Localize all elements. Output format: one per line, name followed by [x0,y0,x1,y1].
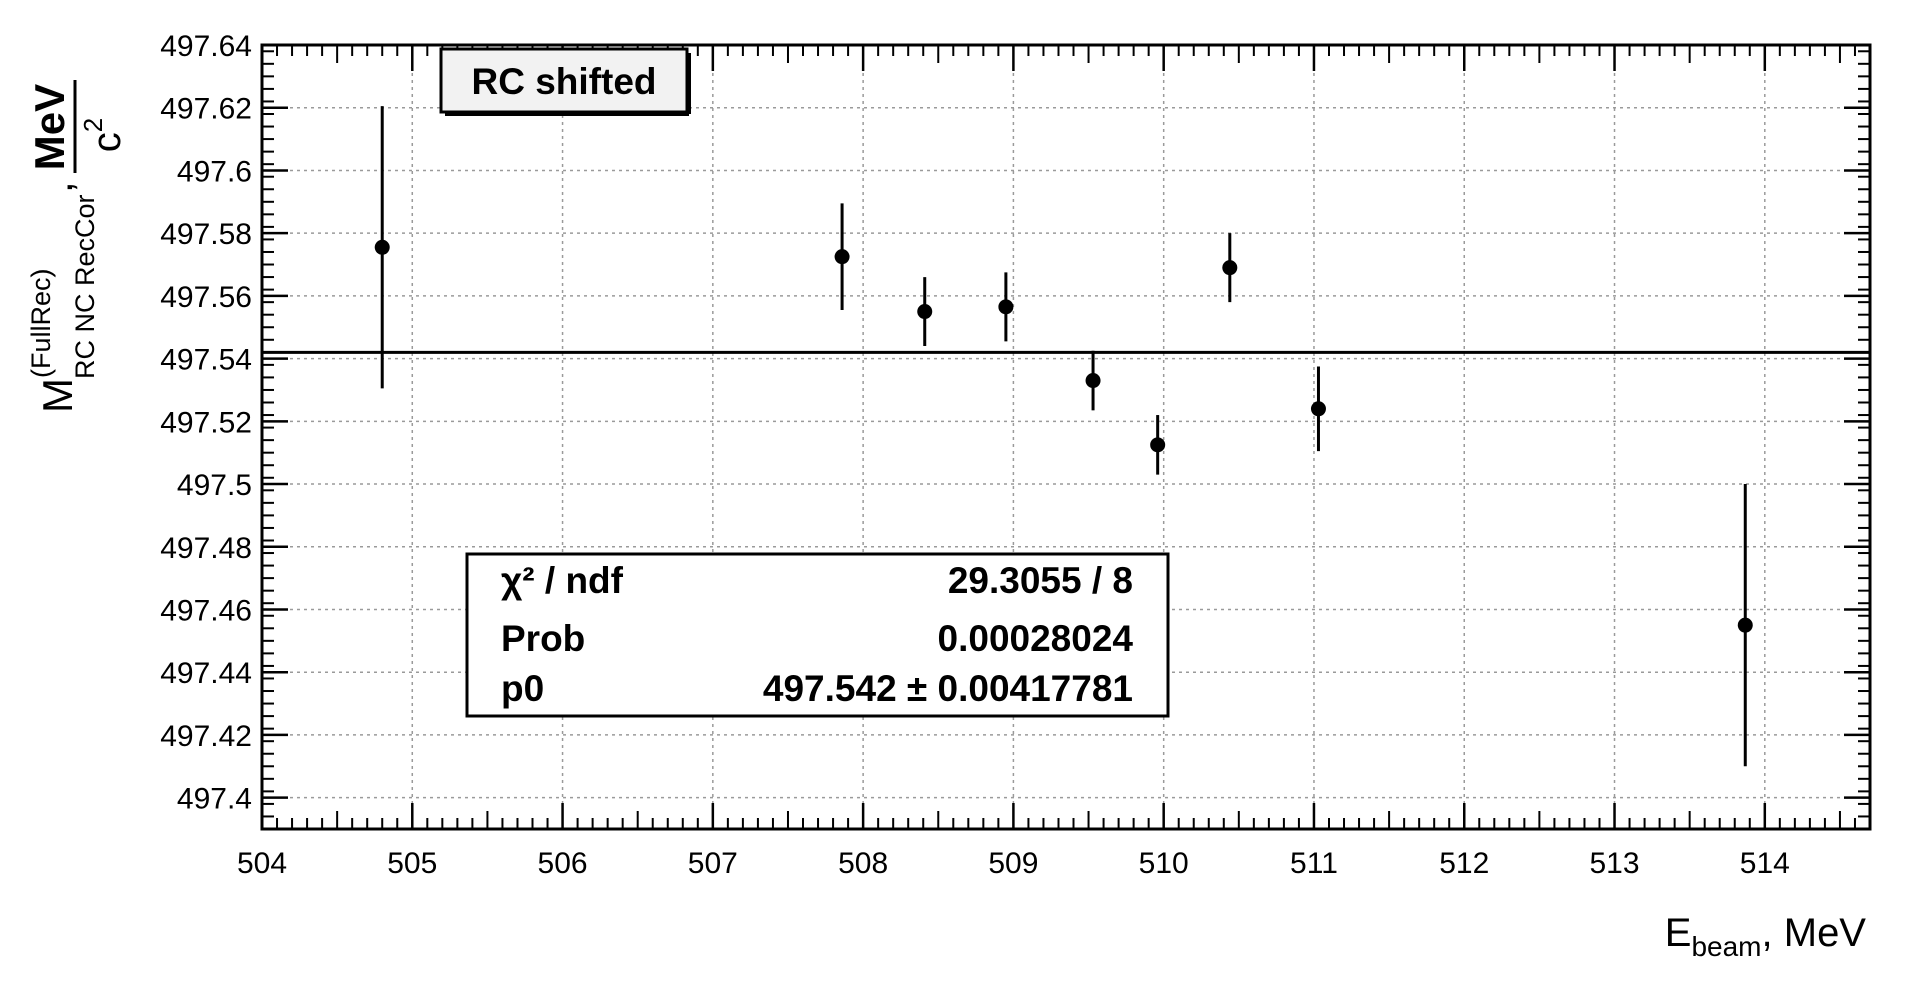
x-tick-label: 506 [538,847,588,880]
data-points [374,106,1753,767]
y-tick-label: 497.6 [177,155,252,188]
x-tick-label: 510 [1139,847,1189,880]
stat-label-p0: p0 [501,668,544,709]
y-tick-label: 497.42 [160,720,252,753]
data-point [998,299,1014,315]
y-tick-label: 497.58 [160,218,252,251]
title-box: RC shifted [439,47,691,116]
x-tick-label: 511 [1290,847,1338,880]
svg-text:RC NC RecCor: RC NC RecCor [70,194,100,379]
x-tick-label: 504 [237,847,287,880]
y-tick-label: 497.5 [177,469,252,502]
data-point [374,239,390,255]
svg-text:c2: c2 [78,118,129,152]
x-tick-label: 508 [838,847,888,880]
y-tick-label: 497.56 [160,281,252,314]
x-axis-label: Ebeam, MeV [1665,911,1867,962]
stat-value-p0: 497.542 ± 0.00417781 [763,668,1133,709]
y-tick-label: 497.44 [160,657,252,690]
data-point [834,249,850,265]
x-tick-label: 507 [688,847,738,880]
svg-text:,: , [34,181,81,193]
grid [261,44,1870,829]
y-tick-label: 497.64 [160,30,252,63]
plot-frame [260,43,1872,831]
y-tick-label: 497.48 [160,532,252,565]
data-point [1737,617,1753,633]
y-tick-label: 497.46 [160,594,252,627]
x-tick-label: 512 [1439,847,1489,880]
data-point [917,304,933,320]
stat-value-chi2: 29.3055 / 8 [948,560,1133,601]
stat-label-chi2: χ² / ndf [501,560,624,601]
data-point [1222,260,1238,276]
y-axis-label: M(FullRec) RC NC RecCor , MeV c2 [26,80,129,413]
x-tick-label: 505 [387,847,437,880]
y-tick-label: 497.52 [160,406,252,439]
y-tick-label: 497.4 [177,783,252,816]
x-tick-label: 513 [1589,847,1639,880]
y-axis: 497.4 497.42 497.44 497.46 497.48 497.5 497.52… [160,30,1870,830]
y-tick-label: 497.54 [160,344,252,377]
svg-text:MeV: MeV [26,84,73,170]
x-tick-label: 514 [1740,847,1790,880]
svg-text:M(FullRec): M(FullRec) [26,268,81,413]
x-axis: 504 505 506 507 508 509 510 511 512 513 514 [237,45,1871,880]
chart-title: RC shifted [472,61,657,102]
stats-box: χ² / ndf 29.3055 / 8 Prob 0.00028024 p0 … [465,552,1170,718]
data-point [1085,373,1101,389]
x-tick-label: 509 [988,847,1038,880]
stat-value-prob: 0.00028024 [938,618,1134,659]
stat-label-prob: Prob [501,618,585,659]
data-point [1310,401,1326,417]
data-point [1150,437,1166,453]
y-tick-label: 497.62 [160,93,252,126]
